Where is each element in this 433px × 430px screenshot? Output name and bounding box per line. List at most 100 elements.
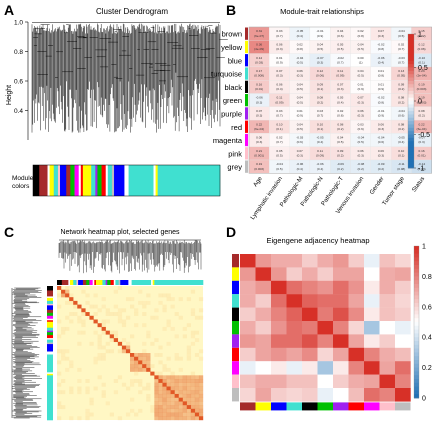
- colorbar-segment: [408, 37, 414, 42]
- tom-cell: [198, 416, 204, 421]
- top-module-color: [151, 280, 154, 285]
- tom-cell: [198, 297, 204, 302]
- adjacency-cell: [255, 388, 272, 402]
- tom-cell: [97, 356, 102, 361]
- cell-correlation: 0.03: [276, 109, 282, 113]
- cell-pvalue: (0.3): [378, 34, 384, 38]
- tom-cell: [101, 356, 106, 361]
- left-module-color: [47, 344, 53, 352]
- panel-a-module-color-bar: [32, 164, 221, 197]
- tom-cell: [190, 379, 196, 383]
- tom-cell: [113, 379, 119, 383]
- cell-correlation: 0.06: [358, 109, 364, 113]
- colorbar-segment: [408, 114, 414, 119]
- tom-cell: [134, 371, 139, 376]
- tom-cell: [198, 412, 204, 417]
- cell-correlation: 0.07: [297, 149, 303, 153]
- cell-pvalue: (0.3): [357, 154, 363, 158]
- tom-cell: [170, 297, 175, 302]
- colorbar-segment: [414, 287, 419, 292]
- cell-correlation: 0.11: [277, 96, 283, 100]
- cell-pvalue: (0.09): [336, 74, 344, 78]
- top-module-color: [118, 280, 121, 285]
- cell-correlation: 0.16: [419, 149, 425, 153]
- tom-cell: [154, 405, 159, 410]
- tom-cell: [130, 334, 135, 339]
- adjacency-cell: [317, 347, 334, 362]
- tom-cell: [186, 397, 192, 402]
- tom-cell: [97, 375, 102, 380]
- cell-correlation: -0.05: [398, 136, 405, 140]
- cell-correlation: 0.10: [317, 122, 323, 126]
- adjacency-cell: [271, 321, 287, 335]
- cell-correlation: 0.02: [358, 29, 364, 33]
- colorbar-segment: [414, 280, 419, 285]
- tom-cell: [81, 289, 86, 294]
- cell-pvalue: (0.5): [297, 127, 303, 131]
- adjacency-cell: [395, 254, 411, 268]
- tom-cell: [105, 308, 110, 313]
- tom-cell: [190, 308, 196, 313]
- row-label-purple: purple: [221, 109, 242, 118]
- tom-cell: [162, 386, 167, 391]
- cell-correlation: 0.04: [297, 122, 303, 126]
- tom-cell: [134, 412, 139, 417]
- adjacency-cell: [240, 361, 256, 375]
- cell-correlation: -0.01: [377, 109, 384, 113]
- tom-cell: [113, 330, 119, 335]
- cell-pvalue: (0.5): [357, 74, 363, 78]
- panel-c-top-dendrogram: [58, 239, 202, 274]
- cell-pvalue: (0.5): [276, 167, 282, 171]
- adjacency-cell: [286, 254, 303, 268]
- tom-cell: [178, 408, 183, 413]
- cell-pvalue: (0.03): [255, 60, 263, 64]
- tom-cell: [109, 312, 114, 316]
- adjacency-cell: [348, 388, 365, 402]
- panel-d-heatmap-cells: [240, 254, 411, 402]
- left-module-color: [47, 372, 53, 375]
- adjacency-cell: [317, 374, 334, 389]
- tom-cell: [61, 356, 66, 361]
- tom-cell: [198, 382, 204, 387]
- left-module-yellow: [232, 267, 239, 281]
- colorbar-tick-label: -1: [418, 166, 424, 173]
- adjacency-cell: [348, 321, 365, 335]
- tom-cell: [146, 386, 151, 391]
- tom-cell: [85, 379, 90, 383]
- cell-pvalue: (0.6): [357, 127, 363, 131]
- cell-correlation: 0.19: [256, 162, 262, 166]
- left-module-magenta: [232, 361, 239, 375]
- row-label-black: black: [224, 83, 242, 92]
- y-tick-label: 0.6: [14, 79, 23, 86]
- cell-correlation: 0.22: [256, 122, 262, 126]
- colorbar-segment: [408, 137, 414, 142]
- colorbar-segment: [414, 249, 419, 254]
- tom-cell: [146, 330, 151, 335]
- tom-cell: [121, 345, 127, 350]
- module-color-block: [124, 165, 129, 196]
- panel-d-colorbar: 1 0.8 0.6 0.4 0.2 0: [413, 244, 432, 403]
- adjacency-cell: [286, 334, 303, 348]
- cell-correlation: -0.04: [276, 162, 283, 166]
- bottom-module-red: [348, 402, 364, 411]
- cell-correlation: 0.23: [419, 69, 425, 73]
- column-label: Tumor stage: [382, 175, 406, 206]
- tom-cell: [158, 412, 163, 417]
- tom-cell: [190, 405, 196, 410]
- left-module-green: [232, 321, 239, 335]
- cell-correlation: -0.08: [357, 162, 364, 166]
- tom-cell: [158, 353, 163, 357]
- adjacency-cell: [379, 321, 396, 335]
- adjacency-cell: [317, 267, 334, 281]
- tom-cell: [182, 334, 187, 339]
- adjacency-cell: [302, 294, 318, 308]
- cell-pvalue: (0.3): [337, 87, 343, 91]
- module-color-block: [53, 165, 59, 196]
- adjacency-cell: [333, 267, 349, 281]
- tom-cell: [198, 315, 204, 320]
- cell-pvalue: (0.4): [317, 140, 323, 144]
- tom-cell: [85, 416, 90, 421]
- tom-cell: [194, 397, 200, 402]
- colorbar-segment: [408, 87, 414, 92]
